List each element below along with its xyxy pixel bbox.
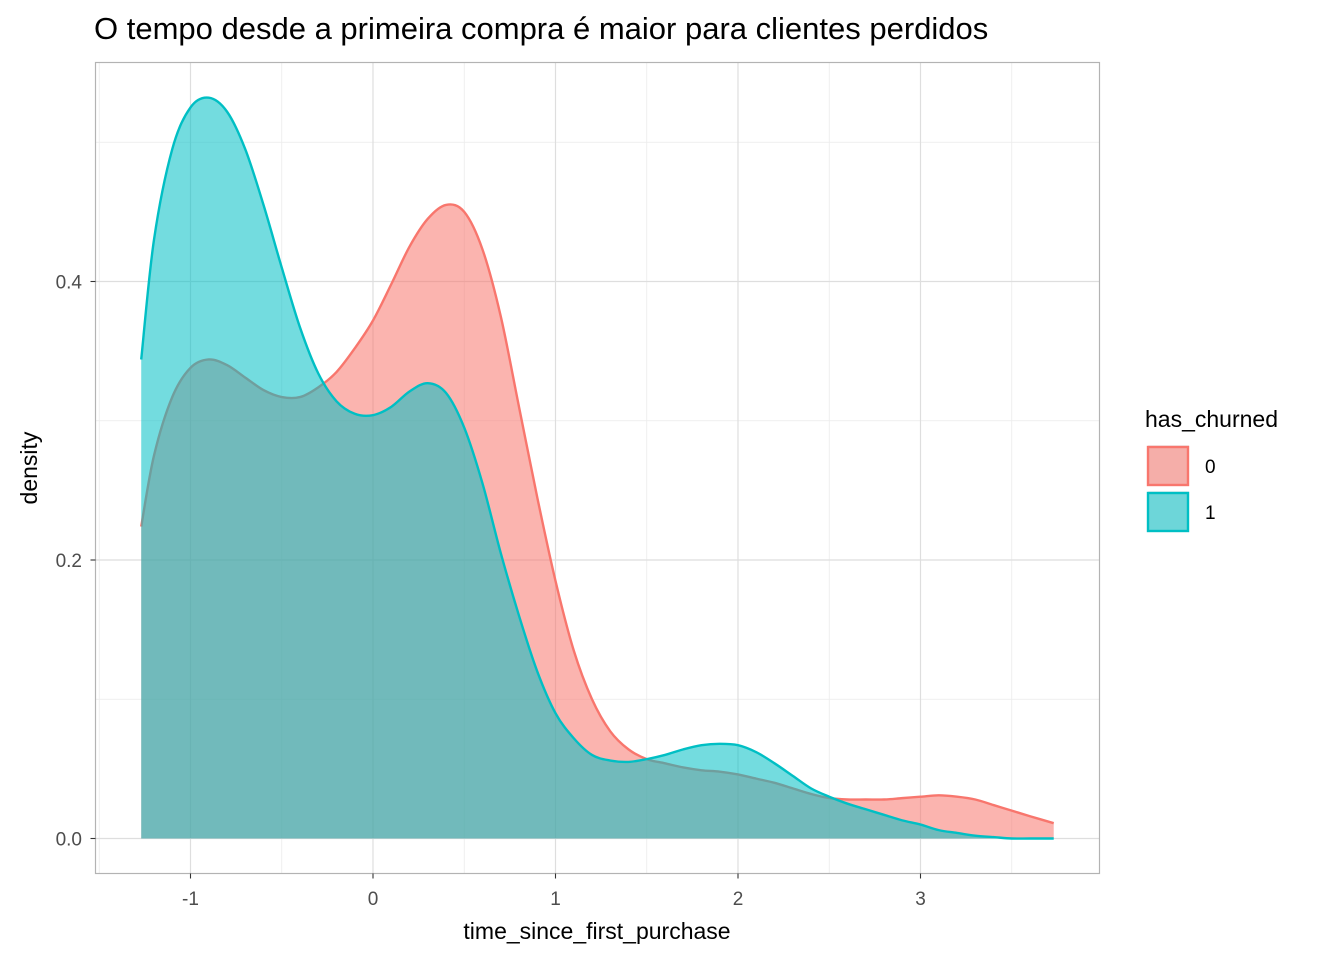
legend-title: has_churned: [1145, 406, 1278, 432]
legend: has_churned 0 1: [1145, 406, 1278, 533]
chart-title: O tempo desde a primeira compra é maior …: [94, 11, 988, 46]
y-tick-label: 0.2: [56, 551, 82, 572]
density-curve-1: [140, 96, 1054, 840]
y-tick-label: 0.4: [56, 273, 83, 294]
x-tick-label: -1: [182, 889, 199, 910]
y-axis-title: density: [16, 431, 42, 504]
x-tick-label: 1: [550, 889, 561, 910]
x-tick-label: 3: [915, 889, 926, 910]
density-area-1: [141, 97, 1054, 839]
x-tick-label: 2: [733, 889, 744, 910]
density-areas: [140, 96, 1055, 840]
axis-ticks: -1 0 1 2 3 0.0 0.2 0.4: [56, 273, 926, 911]
x-axis-title: time_since_first_purchase: [463, 918, 730, 944]
legend-label-1: 1: [1205, 503, 1216, 524]
y-tick-label: 0.0: [56, 830, 82, 851]
legend-key-0: [1146, 445, 1190, 487]
legend-key-1: [1146, 491, 1190, 533]
grid: [95, 62, 1100, 874]
legend-label-0: 0: [1205, 457, 1216, 478]
x-tick-label: 0: [368, 889, 379, 910]
panel-border: [94, 61, 1101, 875]
